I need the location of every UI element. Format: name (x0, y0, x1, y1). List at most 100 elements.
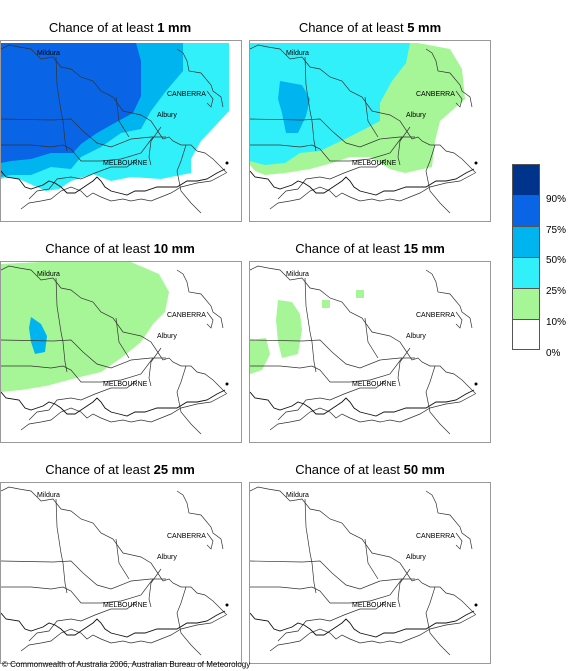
place-label-melbourne: MELBOURNE (352, 381, 397, 388)
map-boundary-line (304, 56, 313, 122)
map-boundary-line (250, 578, 403, 604)
map-boundary-line (1, 339, 166, 369)
map-boundary-line (364, 538, 379, 580)
legend-tick-90: 90% (546, 194, 567, 205)
place-label-albury: Albury (157, 554, 177, 561)
map-boundary-line (364, 317, 379, 359)
map-boundary-line (364, 96, 379, 138)
map-boundary-line (1, 265, 228, 395)
map-boundary-line (28, 379, 138, 421)
map-boundary-line (176, 48, 224, 108)
map-boundary-line (1, 389, 226, 417)
map-boundary-line (455, 532, 463, 550)
map-boundary-line (304, 277, 313, 343)
map-boundary-line (28, 158, 138, 200)
map-boundary-line (55, 498, 64, 564)
wilsons-prom-marker (225, 603, 229, 607)
map-boundary-line (1, 136, 154, 162)
rainfall-probability-area (1, 43, 141, 163)
map-boundary-line (1, 578, 154, 604)
map-boundary-line (250, 389, 475, 417)
map-boundary-line (20, 614, 227, 652)
map-boundary-line (277, 600, 387, 642)
map-boundary-line (176, 490, 224, 550)
panel-title-50mm: Chance of at least 50 mm (295, 462, 445, 477)
wilsons-prom-marker (225, 161, 229, 165)
map-boundary-line (176, 365, 202, 435)
map-boundary-line (1, 357, 154, 383)
map-boundary-line (176, 144, 202, 214)
map-boundary-line (250, 136, 403, 162)
place-label-canberra: CANBERRA (167, 312, 206, 319)
place-label-mildura: Mildura (37, 50, 60, 57)
map-boundary-line (304, 498, 313, 564)
map-15mm: Mildura CANBERRA Albury MELBOURNE (249, 261, 491, 443)
map-boundary-line (425, 365, 451, 435)
wilsons-prom-marker (474, 161, 478, 165)
place-label-mildura: Mildura (37, 271, 60, 278)
map-boundary-line (55, 277, 64, 343)
map-boundary-line (277, 158, 387, 200)
map-boundary-line (28, 600, 138, 642)
map-boundary-line (206, 532, 214, 550)
map-boundary-line (269, 393, 476, 431)
place-label-mildura: Mildura (286, 50, 309, 57)
map-boundary-line (277, 379, 387, 421)
legend-swatch-50 (512, 226, 540, 257)
victoria-map: Mildura CANBERRA Albury MELBOURNE (250, 265, 478, 435)
place-label-melbourne: MELBOURNE (103, 160, 148, 167)
map-1mm: Mildura CANBERRA Albury MELBOURNE (0, 40, 242, 222)
map-boundary-line (148, 568, 162, 608)
victoria-map: Mildura CANBERRA Albury MELBOURNE (1, 43, 229, 214)
map-boundary-line (20, 393, 227, 431)
map-boundary-line (250, 339, 415, 369)
legend-swatch-25 (512, 257, 540, 288)
map-boundary-line (115, 317, 130, 359)
place-label-melbourne: MELBOURNE (352, 160, 397, 167)
rainfall-probability-area (322, 300, 330, 308)
rainfall-probability-area (250, 43, 410, 165)
map-boundary-line (269, 614, 476, 652)
map-boundary-line (425, 144, 451, 214)
legend-swatch-75 (512, 195, 540, 226)
place-label-melbourne: MELBOURNE (103, 602, 148, 609)
place-label-mildura: Mildura (286, 271, 309, 278)
victoria-map: Mildura CANBERRA Albury MELBOURNE (1, 262, 229, 435)
map-boundary-line (148, 126, 162, 166)
map-boundary-line (455, 90, 463, 108)
rainfall-probability-area (276, 300, 302, 358)
place-label-melbourne: MELBOURNE (103, 381, 148, 388)
map-boundary-line (397, 568, 411, 608)
copyright-notice: © Commonwealth of Australia 2006, Austra… (2, 660, 251, 669)
map-boundary-line (1, 44, 228, 174)
place-label-canberra: CANBERRA (416, 533, 455, 540)
place-label-mildura: Mildura (37, 492, 60, 499)
place-label-albury: Albury (406, 112, 426, 119)
legend-tick-25: 25% (546, 286, 567, 297)
map-boundary-line (176, 269, 224, 329)
map-boundary-line (115, 538, 130, 580)
legend-swatch-10 (512, 288, 540, 319)
map-boundary-line (250, 357, 403, 383)
place-label-melbourne: MELBOURNE (352, 602, 397, 609)
map-boundary-line (311, 341, 317, 373)
map-boundary-line (55, 56, 64, 122)
place-label-albury: Albury (406, 333, 426, 340)
victoria-map: Mildura CANBERRA Albury MELBOURNE (1, 486, 229, 656)
place-label-canberra: CANBERRA (416, 91, 455, 98)
legend-color-scale (512, 164, 540, 350)
rainfall-probability-area (29, 317, 47, 354)
map-boundary-line (148, 347, 162, 387)
map-boundary-line (62, 341, 68, 373)
map-boundary-line (250, 560, 415, 590)
map-boundary-line (1, 118, 166, 148)
map-boundary-line (250, 44, 477, 174)
panel-title-5mm: Chance of at least 5 mm (298, 20, 442, 35)
map-boundary-line (1, 486, 228, 616)
map-5mm: Mildura CANBERRA Albury MELBOURNE (249, 40, 491, 222)
map-boundary-line (311, 120, 317, 152)
legend-swatch-90 (512, 164, 540, 195)
panel-title-10mm: Chance of at least 10 mm (45, 241, 195, 256)
map-boundary-line (425, 490, 473, 550)
place-label-albury: Albury (157, 112, 177, 119)
